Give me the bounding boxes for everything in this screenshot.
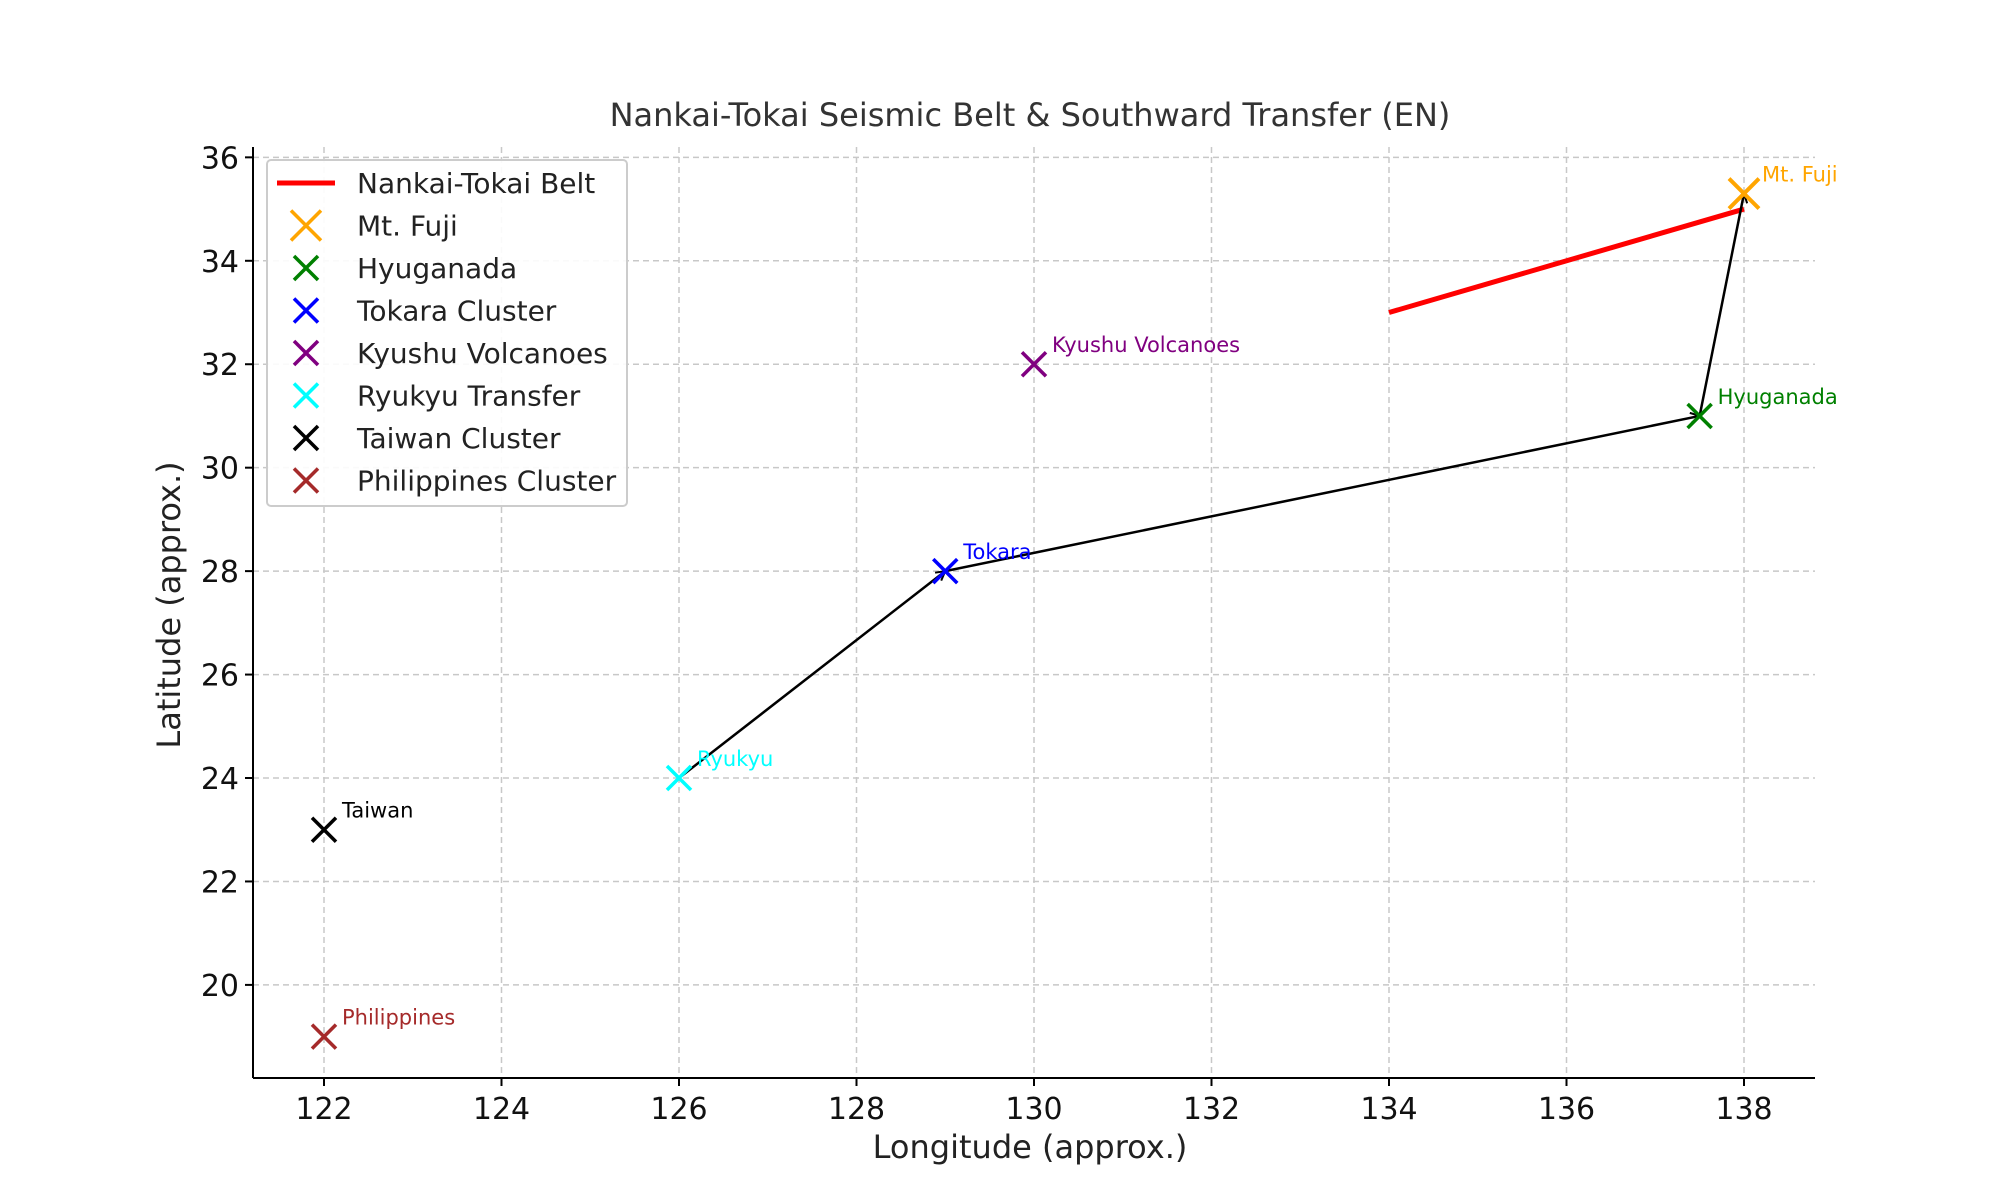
ticks: 122 124 126 128 130 132 134 136 138 20 22 24 26 28 30 3… xyxy=(201,141,1773,1127)
y-tick-label: 36 xyxy=(201,141,239,176)
marker-stroke xyxy=(289,209,323,242)
x-tick-label: 124 xyxy=(473,1092,530,1127)
legend-marker-handle xyxy=(292,424,320,452)
legend-marker-handle xyxy=(292,297,320,324)
x-tick-label: 138 xyxy=(1715,1092,1772,1127)
marker-stroke xyxy=(310,1023,338,1050)
marker-stroke xyxy=(1686,402,1713,430)
y-tick-label: 34 xyxy=(201,245,239,280)
legend-label: Nankai-Tokai Belt xyxy=(357,167,595,200)
y-tick-label: 32 xyxy=(201,348,239,383)
marker-stroke xyxy=(1020,350,1048,378)
point-label: Hyuganada xyxy=(1718,385,1838,409)
x-tick-label: 128 xyxy=(828,1092,885,1127)
x-tick-label: 122 xyxy=(295,1092,352,1127)
y-tick-label: 24 xyxy=(201,762,239,797)
y-tick-label: 20 xyxy=(201,969,239,1004)
legend-box xyxy=(266,159,628,507)
marker-stroke xyxy=(1727,177,1761,210)
x-tick-label: 130 xyxy=(1005,1092,1062,1127)
marker-stroke xyxy=(292,382,320,409)
legend-marker-handle xyxy=(292,467,320,494)
transfer-arrow xyxy=(944,416,1699,573)
y-tick-label: 30 xyxy=(201,452,239,487)
marker-stroke xyxy=(292,467,320,494)
point-marker xyxy=(1686,402,1713,430)
x-tick-label: 126 xyxy=(650,1092,707,1127)
point-marker xyxy=(310,1023,338,1050)
point-marker xyxy=(665,764,693,792)
point-marker xyxy=(1020,350,1048,378)
legend-label: Mt. Fuji xyxy=(357,210,458,243)
y-tick-label: 26 xyxy=(201,659,239,694)
transfer-arrow xyxy=(678,571,945,779)
y-axis-label: Latitude (approx.) xyxy=(150,461,188,748)
y-tick-label: 22 xyxy=(201,865,239,900)
legend-label: Kyushu Volcanoes xyxy=(357,337,608,370)
x-tick-label: 136 xyxy=(1538,1092,1595,1127)
point-marker xyxy=(1727,177,1761,210)
legend-label: Tokara Cluster xyxy=(356,295,557,328)
legend: Nankai-Tokai Belt Mt. Fuji Hyuganada Tokara… xyxy=(266,159,628,507)
marker-stroke xyxy=(292,339,320,367)
legend-label: Hyuganada xyxy=(357,252,517,285)
point-label: Kyushu Volcanoes xyxy=(1052,333,1240,357)
point-marker xyxy=(310,816,338,843)
marker-stroke xyxy=(932,557,959,585)
point-label: Philippines xyxy=(342,1006,455,1030)
legend-marker-handle xyxy=(292,339,320,367)
grid xyxy=(253,147,1815,1078)
legend-label: Taiwan Cluster xyxy=(356,422,561,455)
belt-line xyxy=(1388,206,1745,315)
y-tick-label: 28 xyxy=(201,555,239,590)
marker-stroke xyxy=(665,764,693,792)
marker-stroke xyxy=(292,254,320,282)
transfer-arrow xyxy=(1698,194,1744,417)
chart-title: Nankai-Tokai Seismic Belt & Southward Tr… xyxy=(610,96,1451,134)
legend-marker-handle xyxy=(292,254,320,282)
legend-label: Philippines Cluster xyxy=(357,465,617,498)
legend-marker-handle xyxy=(292,382,320,409)
marker-stroke xyxy=(292,297,320,324)
point-label: Tokara xyxy=(962,540,1031,564)
legend-label: Ryukyu Transfer xyxy=(357,380,581,413)
x-axis-label: Longitude (approx.) xyxy=(873,1128,1188,1166)
legend-marker-handle xyxy=(289,209,323,242)
x-tick-label: 134 xyxy=(1360,1092,1417,1127)
point-label: Ryukyu xyxy=(697,747,773,771)
point-label: Mt. Fuji xyxy=(1762,163,1838,187)
series: Mt. Fuji Hyuganada Tokara Kyushu Volcanoes R… xyxy=(310,163,1838,1050)
point-marker xyxy=(932,557,959,585)
point-label: Taiwan xyxy=(341,799,413,823)
x-tick-label: 132 xyxy=(1183,1092,1240,1127)
marker-stroke xyxy=(310,816,338,843)
marker-stroke xyxy=(292,424,320,452)
